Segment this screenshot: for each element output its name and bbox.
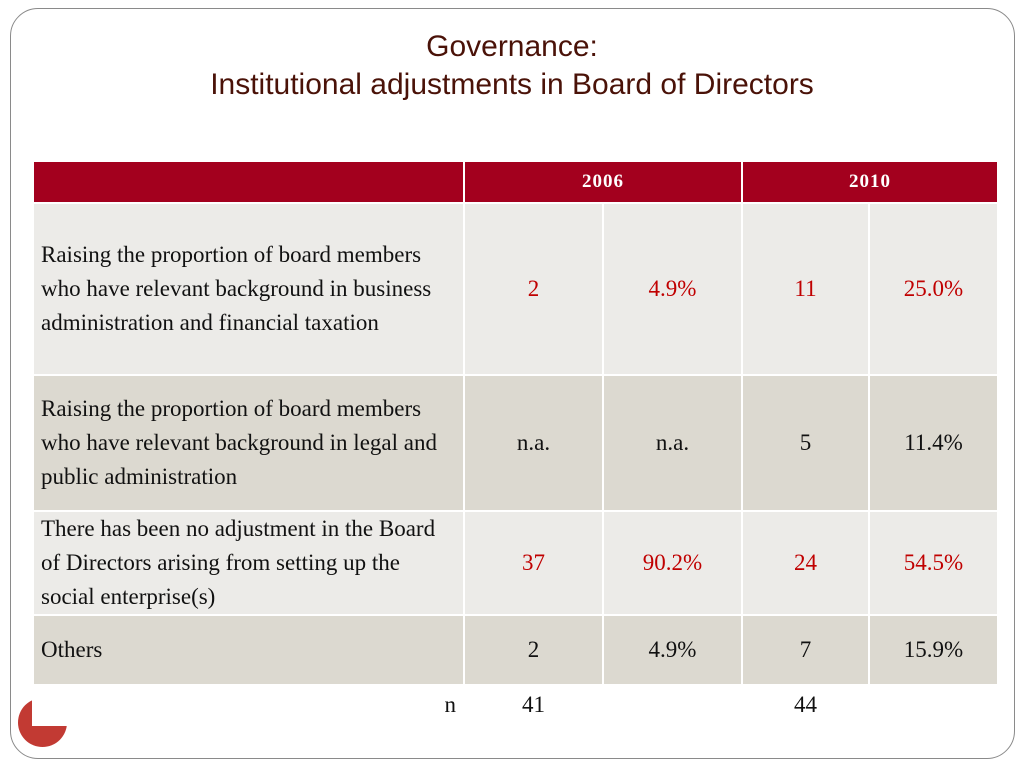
header-year-2006: 2006: [463, 160, 743, 204]
row-label: Others: [32, 614, 465, 686]
title-line-1: Governance:: [426, 30, 598, 63]
data-table: 2006 2010 Raising the proportion of boar…: [32, 160, 999, 726]
cell-2010-percent: 54.5%: [868, 510, 999, 616]
row-label: There has been no adjustment in the Boar…: [32, 510, 465, 616]
cell-2010-percent: 25.0%: [868, 202, 999, 376]
cell-2010-count: 5: [741, 374, 870, 512]
total-2010-count: 44: [741, 684, 870, 726]
cell-2010-count: 11: [741, 202, 870, 376]
total-2010-percent-empty: [868, 684, 999, 726]
cell-2006-count: 37: [463, 510, 604, 616]
table-row: Others 2 4.9% 7 15.9%: [32, 614, 999, 686]
header-empty-cell: [32, 160, 465, 204]
total-label: n: [32, 684, 465, 726]
cell-2006-percent: n.a.: [602, 374, 743, 512]
row-label: Raising the proportion of board members …: [32, 374, 465, 512]
cell-2010-percent: 15.9%: [868, 614, 999, 686]
table-row: Raising the proportion of board members …: [32, 202, 999, 376]
header-row: 2006 2010: [32, 160, 999, 204]
cell-2010-count: 24: [741, 510, 870, 616]
header-year-2010: 2010: [741, 160, 999, 204]
row-label: Raising the proportion of board members …: [32, 202, 465, 376]
total-2006-count: 41: [463, 684, 604, 726]
table-row: Raising the proportion of board members …: [32, 374, 999, 512]
slide-title: Governance: Institutional adjustments in…: [0, 28, 1024, 104]
cell-2006-percent: 90.2%: [602, 510, 743, 616]
cell-2006-count: n.a.: [463, 374, 604, 512]
cell-2006-count: 2: [463, 614, 604, 686]
cell-2006-percent: 4.9%: [602, 202, 743, 376]
total-2006-percent-empty: [602, 684, 743, 726]
table-row: There has been no adjustment in the Boar…: [32, 510, 999, 616]
title-line-2: Institutional adjustments in Board of Di…: [210, 68, 814, 101]
cell-2010-count: 7: [741, 614, 870, 686]
cell-2010-percent: 11.4%: [868, 374, 999, 512]
cell-2006-percent: 4.9%: [602, 614, 743, 686]
cell-2006-count: 2: [463, 202, 604, 376]
total-row: n 41 44: [32, 684, 999, 726]
